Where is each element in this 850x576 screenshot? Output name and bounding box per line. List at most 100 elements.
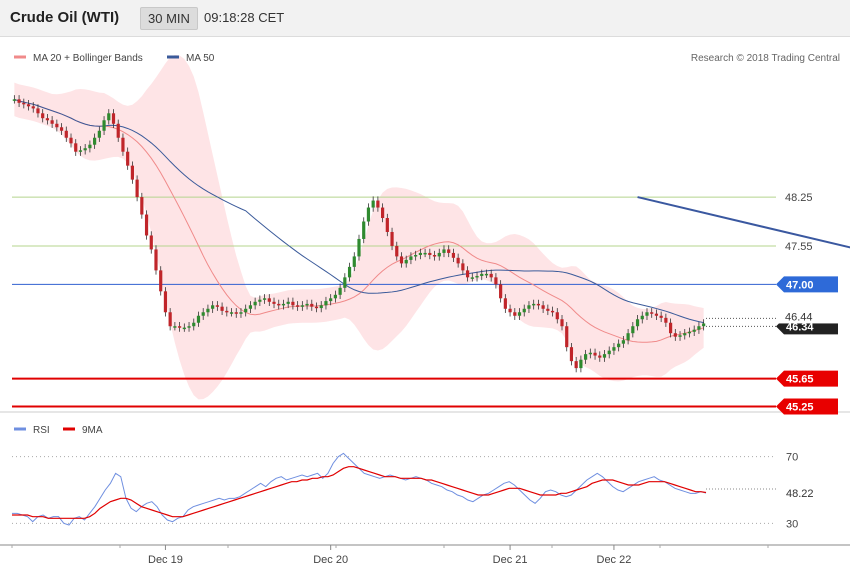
- candle-body: [527, 305, 531, 309]
- candle-body: [347, 266, 352, 278]
- candle-body: [31, 106, 35, 109]
- rsi-ma-line: [12, 466, 707, 519]
- candle-body: [602, 354, 607, 358]
- candle-body: [253, 301, 257, 306]
- candle-body: [399, 256, 404, 264]
- rsi-line: [12, 452, 707, 526]
- candle-body: [565, 326, 569, 348]
- rsi-tick-30: 30: [786, 518, 798, 530]
- candle-body: [362, 221, 366, 239]
- candle-body: [338, 287, 342, 295]
- legend-ma50-label: MA 50: [186, 53, 215, 64]
- candle-body: [211, 305, 215, 309]
- candle-body: [41, 113, 45, 119]
- candle-body: [144, 214, 149, 236]
- candle-body: [343, 277, 347, 288]
- candle-body: [489, 273, 493, 278]
- level-label-47.55: 47.55: [785, 241, 813, 253]
- candle-body: [442, 249, 446, 253]
- candle-body: [149, 235, 153, 250]
- candle-body: [503, 298, 507, 309]
- candle-body: [324, 301, 328, 306]
- candle-body: [357, 238, 361, 257]
- candle-body: [494, 277, 498, 285]
- candle-body: [673, 333, 677, 337]
- x-tick-dec-20: Dec 20: [313, 554, 348, 566]
- candle-body: [319, 305, 323, 309]
- candle-body: [437, 252, 441, 257]
- x-tick-dec-22: Dec 22: [597, 554, 632, 566]
- candle-body: [267, 298, 271, 302]
- ma50-line: [14, 98, 704, 324]
- candle-body: [451, 252, 456, 258]
- candle-body: [333, 294, 337, 299]
- candle-body: [281, 303, 286, 306]
- candle-body: [607, 350, 611, 355]
- candle-body: [465, 270, 470, 278]
- candle-body: [64, 130, 68, 138]
- candle-body: [461, 263, 465, 271]
- candle-body: [140, 197, 144, 215]
- candle-body: [239, 312, 243, 314]
- level-tag-47.00: [776, 276, 838, 293]
- candle-body: [432, 255, 437, 257]
- candle-body: [97, 130, 101, 138]
- legend-ma20-label: MA 20 + Bollinger Bands: [33, 53, 143, 64]
- candle-body: [522, 308, 526, 313]
- candle-body: [541, 305, 545, 309]
- candle-body: [225, 310, 229, 313]
- candle-body: [173, 326, 177, 328]
- x-tick-dec-19: Dec 19: [148, 554, 183, 566]
- candle-body: [177, 326, 182, 328]
- candle-body: [659, 315, 663, 318]
- candle-body: [187, 326, 191, 328]
- candle-body: [163, 291, 168, 313]
- candle-body: [305, 303, 309, 306]
- timeframe-button[interactable]: 30 MIN: [140, 7, 198, 30]
- candle-body: [584, 354, 588, 360]
- candle-body: [36, 108, 40, 114]
- candle-body: [272, 301, 276, 304]
- candle-body: [244, 308, 248, 313]
- candle-body: [74, 143, 78, 152]
- instrument-title: Crude Oil (WTI): [10, 9, 120, 26]
- candle-body: [423, 252, 427, 255]
- candle-body: [702, 323, 706, 327]
- legend-9ma-label: 9MA: [82, 425, 103, 436]
- candle-body: [650, 312, 654, 314]
- candle-body: [631, 326, 635, 334]
- candle-body: [234, 312, 238, 314]
- credit-text: Research © 2018 Trading Central: [691, 53, 840, 64]
- resistance-trendline: [637, 196, 850, 249]
- level-label-45.25: 45.25: [786, 402, 814, 414]
- candle-body: [248, 305, 253, 309]
- level-label-48.25: 48.25: [785, 192, 813, 204]
- candle-body: [687, 331, 692, 334]
- candle-body: [55, 123, 59, 128]
- candle-body: [475, 275, 479, 278]
- candle-body: [697, 326, 701, 330]
- candle-body: [588, 352, 592, 355]
- candle-body: [640, 315, 644, 320]
- candle-body: [456, 257, 460, 264]
- rsi-last-label: 48.22: [786, 488, 814, 500]
- candle-body: [69, 137, 73, 144]
- candle-body: [418, 252, 422, 256]
- candle-body: [116, 123, 120, 138]
- candle-body: [159, 270, 163, 292]
- candle-body: [168, 312, 172, 327]
- candle-body: [668, 322, 673, 334]
- candle-body: [229, 312, 234, 314]
- candle-body: [621, 340, 625, 344]
- candle-body: [664, 317, 668, 323]
- candle-body: [579, 359, 583, 369]
- candle-body: [59, 127, 64, 131]
- candle-body: [192, 322, 196, 327]
- candle-body: [692, 329, 696, 332]
- chart-header: Crude Oil (WTI) 30 MIN 09:18:28 CET: [0, 0, 850, 37]
- candle-body: [93, 137, 97, 145]
- level-tag-bg-48.25: [778, 189, 838, 206]
- candles: [12, 95, 706, 373]
- candle-body: [404, 259, 408, 264]
